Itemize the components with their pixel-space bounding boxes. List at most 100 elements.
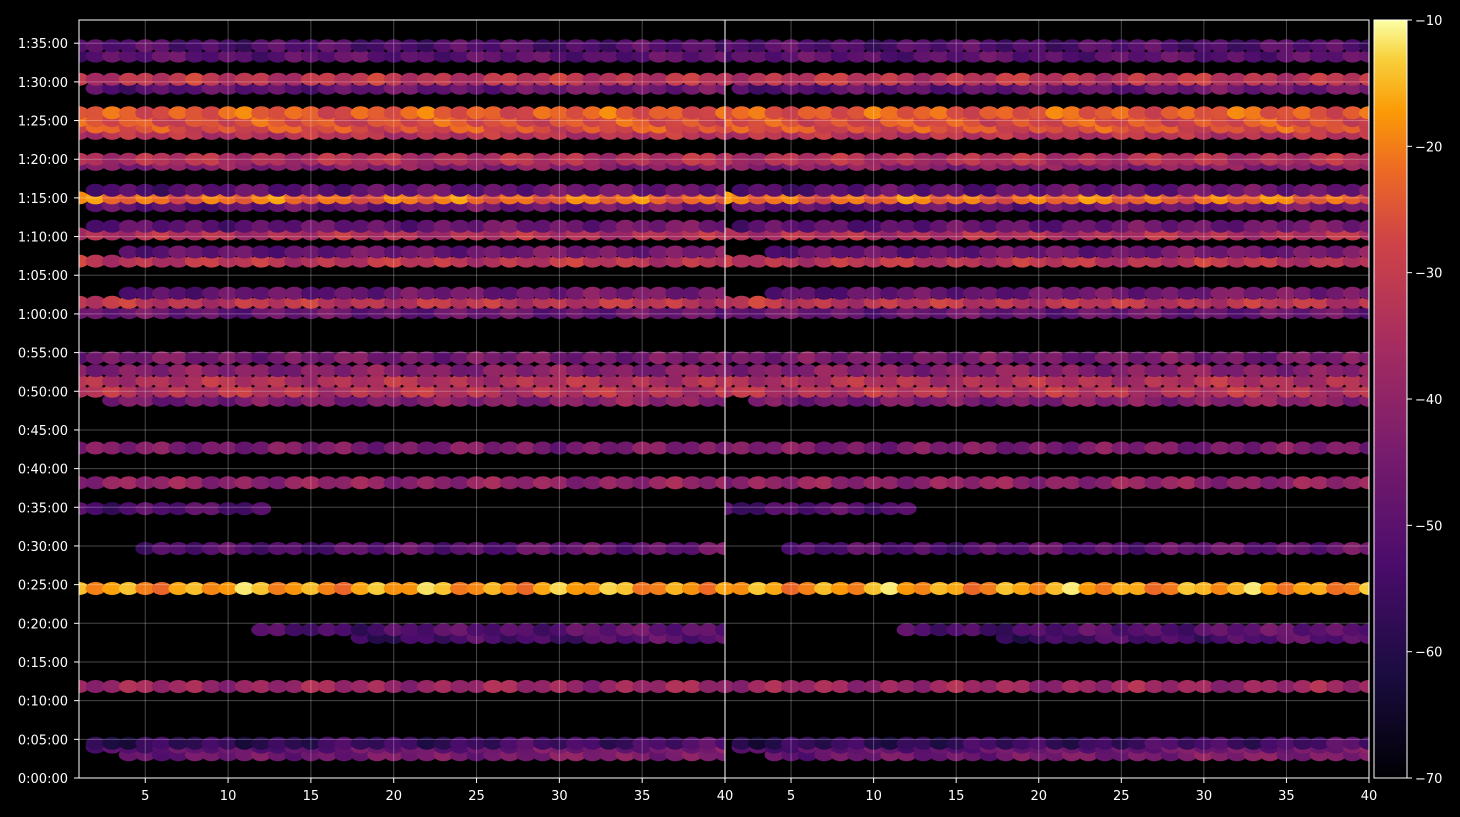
- heatmap-cell: [781, 81, 802, 95]
- heatmap-cell: [665, 441, 686, 455]
- heatmap-cell: [582, 295, 603, 309]
- heatmap-cell: [300, 245, 321, 259]
- heatmap-cell: [847, 286, 868, 300]
- heatmap-cell: [450, 736, 470, 750]
- heatmap-cell: [797, 183, 818, 197]
- heatmap-cell: [334, 680, 354, 693]
- heatmap-cell: [962, 374, 983, 388]
- heatmap-cell: [1259, 374, 1280, 388]
- heatmap-cell: [267, 106, 288, 120]
- heatmap-cell: [400, 106, 421, 120]
- heatmap-cell: [565, 441, 586, 455]
- heatmap-cell: [962, 295, 983, 309]
- heatmap-cell: [532, 736, 553, 750]
- heatmap-cell: [1276, 441, 1297, 455]
- heatmap-cell: [168, 680, 189, 693]
- heatmap-cell: [400, 81, 421, 95]
- heatmap-cell: [135, 245, 156, 259]
- heatmap-cell: [1078, 306, 1099, 320]
- heatmap-cell: [582, 219, 603, 233]
- heatmap-cell: [1144, 582, 1165, 595]
- heatmap-cell: [234, 49, 255, 63]
- heatmap-cell: [698, 736, 719, 750]
- heatmap-cell: [731, 254, 752, 268]
- heatmap-cell: [1111, 393, 1132, 407]
- heatmap-cell: [715, 39, 725, 53]
- heatmap-cell: [599, 393, 620, 407]
- heatmap-cell: [400, 393, 421, 407]
- heatmap-cell: [151, 152, 172, 166]
- heatmap-cell: [549, 39, 570, 53]
- heatmap-cell: [334, 476, 354, 490]
- heatmap-cell: [814, 152, 835, 166]
- heatmap-cell: [1342, 623, 1363, 637]
- heatmap-cell: [1342, 542, 1363, 555]
- heatmap-cell: [118, 384, 139, 398]
- heatmap-cell: [466, 351, 487, 365]
- heatmap-cell: [1078, 39, 1099, 53]
- heatmap-cell: [1259, 364, 1280, 378]
- heatmap-cell: [85, 736, 106, 750]
- heatmap-cell: [79, 476, 89, 490]
- heatmap-cell: [267, 183, 288, 197]
- heatmap-cell: [648, 152, 669, 166]
- heatmap-cell: [1326, 219, 1346, 233]
- heatmap-cell: [1326, 476, 1346, 490]
- heatmap-cell: [896, 286, 917, 300]
- heatmap-cell: [416, 106, 437, 120]
- heatmap-cell: [665, 582, 686, 595]
- heatmap-cell: [184, 72, 205, 86]
- heatmap-cell: [1292, 39, 1313, 53]
- heatmap-cell: [962, 39, 983, 53]
- heatmap-cell: [781, 106, 802, 120]
- heatmap-cell: [863, 582, 884, 595]
- heatmap-cell: [350, 286, 371, 300]
- heatmap-cell: [715, 364, 725, 378]
- heatmap-cell: [599, 245, 620, 259]
- heatmap-cell: [781, 680, 802, 693]
- heatmap-cell: [725, 384, 735, 398]
- x-tick-label: 25: [1113, 789, 1130, 804]
- heatmap-cell: [1276, 393, 1297, 407]
- heatmap-cell: [1078, 183, 1099, 197]
- heatmap-cell: [516, 245, 537, 259]
- heatmap-cell: [400, 49, 421, 63]
- heatmap-cell: [863, 351, 884, 365]
- heatmap-cell: [184, 106, 205, 120]
- heatmap-cell: [1193, 542, 1214, 555]
- heatmap-cell: [1045, 286, 1066, 300]
- heatmap-cell: [698, 542, 719, 555]
- heatmap-cell: [1326, 736, 1346, 750]
- heatmap-cell: [532, 476, 553, 490]
- heatmap-cell: [715, 152, 725, 166]
- heatmap-cell: [1359, 286, 1369, 300]
- x-tick-label: 5: [141, 789, 149, 804]
- heatmap-cell: [85, 582, 106, 595]
- heatmap-cell: [1061, 736, 1082, 750]
- heatmap-cell: [863, 152, 884, 166]
- heatmap-cell: [1045, 582, 1066, 595]
- heatmap-cell: [85, 106, 106, 120]
- heatmap-cell: [1309, 351, 1330, 365]
- heatmap-cell: [251, 384, 272, 398]
- heatmap-cell: [1028, 81, 1049, 95]
- heatmap-cell: [516, 152, 537, 166]
- heatmap-cell: [962, 106, 983, 120]
- heatmap-cell: [632, 152, 653, 166]
- heatmap-cell: [499, 245, 520, 259]
- heatmap-cell: [1045, 39, 1066, 53]
- heatmap-cell: [797, 81, 818, 95]
- heatmap-cell: [1359, 351, 1369, 365]
- heatmap-cell: [350, 81, 371, 95]
- heatmap-cell: [946, 476, 967, 490]
- heatmap-cell: [400, 542, 421, 555]
- heatmap-cell: [962, 219, 983, 233]
- heatmap-cell: [632, 542, 653, 555]
- heatmap-cell: [168, 81, 189, 95]
- heatmap-cell: [1127, 219, 1148, 233]
- heatmap-cell: [681, 542, 702, 555]
- heatmap-cell: [1045, 152, 1066, 166]
- x-tick-label: 15: [303, 789, 320, 804]
- heatmap-cell: [317, 623, 338, 637]
- heatmap-cell: [929, 374, 950, 388]
